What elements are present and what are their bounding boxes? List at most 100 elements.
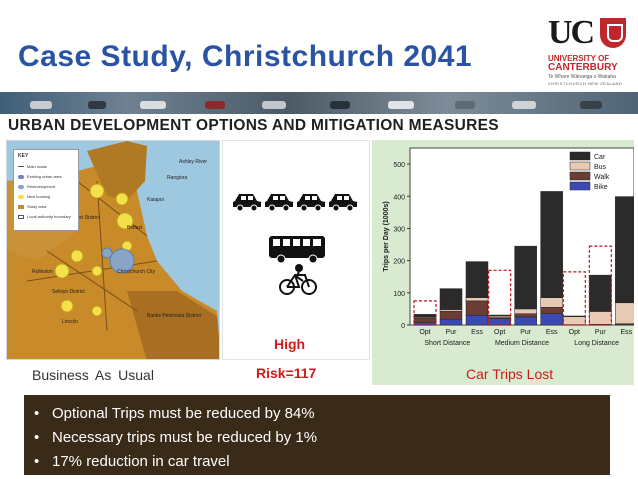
bar-car xyxy=(615,196,634,304)
bar-bike xyxy=(465,315,489,326)
car-icon xyxy=(265,194,293,212)
x-tick-label: Ess xyxy=(546,329,558,336)
bar-bus xyxy=(615,302,634,324)
map-label-lincoln: Lincoln xyxy=(62,319,78,325)
y-axis-label: Trips per Day (1000s) xyxy=(383,201,390,271)
transport-mode-panel xyxy=(222,140,370,360)
business-as-usual-caption: Business As Usual xyxy=(32,367,154,383)
bar-car xyxy=(413,314,437,318)
map-legend-item: Local authority boundary xyxy=(18,214,71,219)
page-title: Case Study, Christchurch 2041 xyxy=(18,40,473,73)
legend-swatch xyxy=(569,161,591,171)
map-legend-item: Main roads xyxy=(18,164,47,169)
bar-car xyxy=(589,274,612,312)
legend-swatch xyxy=(569,151,591,161)
crest-icon xyxy=(600,18,626,48)
bar-bus xyxy=(514,308,537,314)
bar-bike xyxy=(514,316,537,326)
map-label-rolleston: Rolleston xyxy=(32,269,53,275)
y-tick-label: 100 xyxy=(393,291,405,298)
logo-name: UNIVERSITY OF CANTERBURY xyxy=(548,54,618,73)
legend-label: Bike xyxy=(594,184,608,191)
section-subtitle: URBAN DEVELOPMENT OPTIONS AND MITIGATION… xyxy=(8,117,499,134)
group-label: Medium Distance xyxy=(495,340,549,347)
finding-bullet: Necessary trips must be reduced by 1% xyxy=(34,426,610,450)
x-tick-label: Pur xyxy=(446,329,458,336)
bar-walk xyxy=(413,317,437,323)
logo-tagline: CHRISTCHURCH NEW ZEALAND xyxy=(548,81,623,86)
x-tick-label: Pur xyxy=(520,329,532,336)
lost-trips-outline xyxy=(588,245,612,326)
trips-stacked-bar-chart: 0 100 200 300 400 500 Trips per Day (1000s) Opt… xyxy=(383,147,634,347)
group-label: Long Distance xyxy=(574,340,619,347)
finding-bullet: Optional Trips must be reduced by 84% xyxy=(34,402,610,426)
y-tick-label: 0 xyxy=(401,323,405,330)
legend-label: Car xyxy=(594,154,606,161)
bar-bus xyxy=(540,297,563,308)
bar-car xyxy=(563,315,586,317)
car-icon xyxy=(329,194,357,212)
finding-bullet: 17% reduction in car travel xyxy=(34,450,610,474)
map-label-rangiora: Rangiora xyxy=(167,175,188,181)
x-tick-label: Ess xyxy=(620,329,632,336)
bus-icon xyxy=(269,236,325,264)
legend-swatch xyxy=(569,181,591,191)
bar-bus xyxy=(589,311,612,325)
findings-box: Optional Trips must be reduced by 84% Ne… xyxy=(24,395,610,475)
map-label-kaiapoi: Kaiapoi xyxy=(147,197,164,203)
map-legend: KEY Main roads Existing urban area Redev… xyxy=(13,149,79,231)
bar-car xyxy=(540,191,563,298)
x-tick-label: Ess xyxy=(471,329,483,336)
logo-maori: Te Whare Wānanga o Waitaha xyxy=(548,74,616,80)
y-tick-label: 500 xyxy=(393,162,405,169)
bar-bus xyxy=(465,297,489,302)
map-label-christchurch: Christchurch City xyxy=(117,269,156,275)
y-tick-label: 400 xyxy=(393,194,405,201)
map-legend-title: KEY xyxy=(18,153,29,159)
group-label: Short Distance xyxy=(424,340,470,347)
map-label-selwyn: Selwyn District xyxy=(52,289,85,295)
map-label-ashley-river: Ashley River xyxy=(179,159,207,165)
map-legend-item: Redevelopment xyxy=(18,184,55,189)
x-tick-label: Opt xyxy=(494,329,505,336)
bar-walk xyxy=(514,313,537,318)
logo-line2: CANTERBURY xyxy=(548,62,618,73)
university-logo: UC UNIVERSITY OF CANTERBURY Te Whare Wān… xyxy=(548,14,632,86)
x-tick-label: Pur xyxy=(595,329,607,336)
lost-trips-outline xyxy=(488,269,512,326)
bar-car xyxy=(439,288,463,310)
map-label-belfast: Belfast xyxy=(127,225,143,231)
car-icons xyxy=(233,194,357,212)
bar-walk xyxy=(465,300,489,316)
x-tick-label: Opt xyxy=(419,329,430,336)
bar-bike xyxy=(439,318,463,326)
traffic-photo-banner xyxy=(0,92,638,114)
map-legend-item: New housing xyxy=(18,194,50,199)
bar-car xyxy=(514,245,537,310)
bar-walk xyxy=(540,307,563,314)
legend-label: Walk xyxy=(594,174,610,181)
lost-trips-outline xyxy=(413,300,437,326)
car-icon xyxy=(233,194,261,212)
transport-icons xyxy=(233,194,357,295)
risk-level-label: High xyxy=(274,336,306,352)
bar-walk xyxy=(439,310,463,320)
bar-car xyxy=(465,261,489,298)
bar-bus xyxy=(563,316,586,325)
legend-label: Bus xyxy=(594,164,607,171)
y-tick-label: 300 xyxy=(393,226,405,233)
car-trips-lost-caption: Car Trips Lost xyxy=(466,366,554,382)
bar-bike xyxy=(540,313,563,326)
x-tick-label: Opt xyxy=(569,329,580,336)
map-legend-item: Study area xyxy=(18,204,46,209)
y-tick-label: 200 xyxy=(393,259,405,266)
lost-trips-outline xyxy=(562,271,586,326)
car-icon xyxy=(297,194,325,212)
map-legend-item: Existing urban area xyxy=(18,174,61,179)
bar-bike xyxy=(488,318,511,326)
christchurch-map: Ashley River Rangiora Kaiapoi Waimakarir… xyxy=(6,140,220,360)
bicycle-icon xyxy=(279,264,317,295)
logo-line1: UNIVERSITY OF xyxy=(548,54,610,63)
legend-swatch xyxy=(569,171,591,181)
map-label-banks: Banks Peninsula District xyxy=(147,313,202,319)
